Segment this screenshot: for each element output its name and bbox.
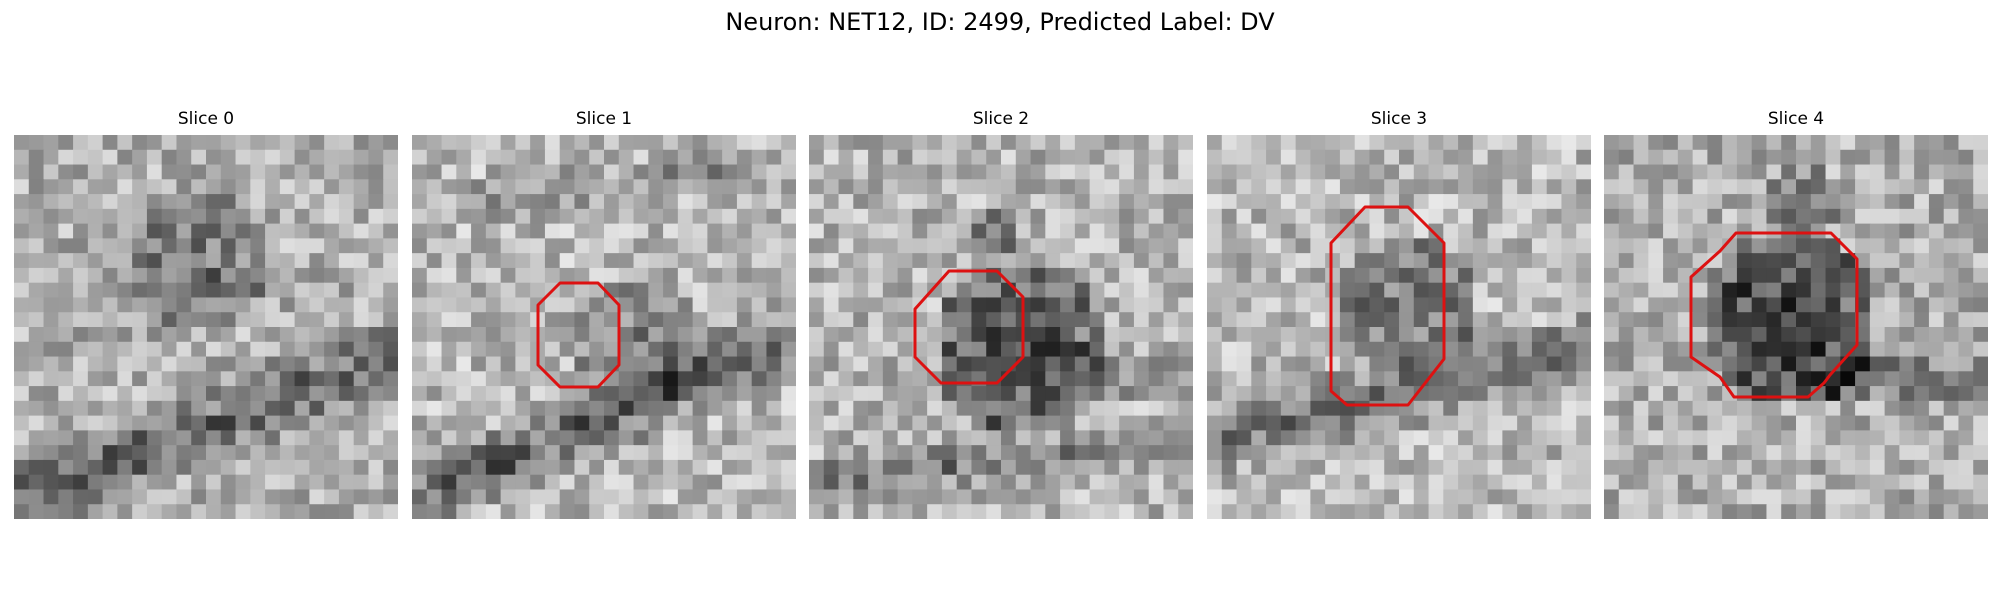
slice-panel-0: Slice 0	[14, 108, 398, 519]
slice-image	[1207, 135, 1591, 519]
slice-panel-3: Slice 3	[1207, 108, 1591, 519]
roi-outline	[913, 269, 1025, 385]
slice-image	[14, 135, 398, 519]
roi-outline	[1689, 231, 1859, 399]
slice-image	[809, 135, 1193, 519]
slice-title: Slice 1	[575, 109, 633, 129]
slice-title: Slice 0	[177, 109, 235, 129]
slice-panel-4: Slice 4	[1604, 108, 1988, 519]
slice-image	[412, 135, 796, 519]
slice-image	[1604, 135, 1988, 519]
roi-outline	[536, 281, 621, 389]
slice-title: Slice 4	[1767, 109, 1825, 129]
slice-title: Slice 2	[972, 109, 1030, 129]
roi-outline	[1329, 205, 1446, 407]
slice-panel-1: Slice 1	[412, 108, 796, 519]
figure-title: Neuron: NET12, ID: 2499, Predicted Label…	[725, 8, 1275, 36]
slice-panel-2: Slice 2	[809, 108, 1193, 519]
slice-title: Slice 3	[1370, 109, 1428, 129]
